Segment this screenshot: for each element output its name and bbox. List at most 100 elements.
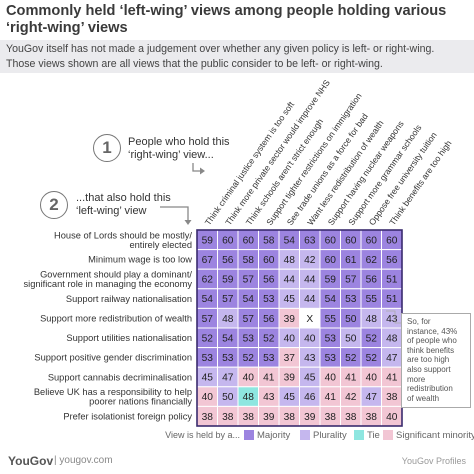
- step-1-arrow: [192, 163, 200, 172]
- footer: YouGov | yougov.com YouGov Profiles: [0, 448, 474, 474]
- cell-value: 47: [386, 353, 398, 364]
- cell-value: 56: [386, 255, 398, 266]
- note-line: of wealth: [407, 393, 440, 403]
- row-label: entirely elected: [129, 240, 192, 250]
- chart-title: Commonly held ‘left-wing’ views among pe…: [6, 3, 471, 37]
- cell-value: 57: [243, 275, 255, 286]
- step-2-arrow: [160, 206, 189, 220]
- legend-item-plurality: Plurality: [300, 428, 347, 442]
- cell-value: 52: [202, 333, 214, 344]
- cell-value: 52: [243, 353, 255, 364]
- cell-value: 57: [222, 294, 234, 305]
- cell-value: 40: [325, 373, 337, 384]
- step-2-text: ...that also hold this ‘left-wing’ view: [76, 192, 171, 218]
- legend-swatch-majority: [244, 430, 254, 440]
- note-line: instance, 43%: [407, 326, 458, 336]
- cell-value: 48: [284, 255, 296, 266]
- cell-value: 52: [263, 333, 275, 344]
- cell-value: 43: [304, 353, 316, 364]
- step-1-arrowhead-icon: [200, 167, 205, 175]
- cell-value: 40: [386, 412, 398, 423]
- cell-value: 38: [222, 412, 234, 423]
- note-line: also support: [407, 364, 451, 374]
- cell-value: 57: [345, 275, 357, 286]
- step-1-text: People who hold this ‘right-wing’ view..…: [128, 136, 230, 162]
- row-label: Support cannabis decriminalisation: [48, 372, 192, 382]
- footer-link[interactable]: | yougov.com: [54, 455, 113, 466]
- cell-value: 53: [325, 353, 337, 364]
- cell-value: 40: [202, 392, 214, 403]
- cell-value: 38: [345, 412, 357, 423]
- note-line: of people who: [407, 336, 457, 346]
- cell-value: 43: [386, 314, 398, 325]
- cell-value: 54: [222, 333, 234, 344]
- cell-value: 52: [366, 353, 378, 364]
- legend: View is held by a... Majority Plurality …: [165, 428, 474, 442]
- cell-value: 53: [263, 294, 275, 305]
- cell-value: 60: [243, 235, 255, 246]
- row-label: Support railway nationalisation: [66, 294, 192, 304]
- cell-value: 54: [243, 294, 255, 305]
- footer-source: YouGov Profiles: [401, 456, 466, 466]
- cell-value: 51: [386, 294, 398, 305]
- cell-value: 48: [386, 333, 398, 344]
- row-label: Prefer isolationist foreign policy: [63, 412, 192, 422]
- cell-value: 47: [222, 373, 234, 384]
- cell-value: 40: [366, 373, 378, 384]
- cell-value: 45: [284, 294, 296, 305]
- heatmap-cells: 59 60 60 58 54 63 60 60 60 60 67 56 58 60 48 42 60 61 62 56…: [196, 229, 403, 427]
- cell-value: 57: [243, 314, 255, 325]
- cell-value: 60: [366, 235, 378, 246]
- cell-value: 56: [366, 275, 378, 286]
- step-2-arrowhead-icon: [184, 220, 192, 225]
- subtitle-line-2: Those views shown are all views that the…: [6, 57, 383, 70]
- row-label: Government should play a dominant/: [40, 270, 192, 280]
- cell-value: 52: [366, 333, 378, 344]
- subtitle-line-1: YouGov itself has not made a judgement o…: [6, 43, 435, 55]
- cell-value: 60: [345, 235, 357, 246]
- yougov-logo: YouGov: [8, 454, 54, 468]
- cell-value: 41: [325, 392, 337, 403]
- cell-value: 42: [345, 392, 357, 403]
- cell-value: 40: [304, 333, 316, 344]
- cell-value: 54: [202, 294, 214, 305]
- legend-label: Significant minority: [396, 429, 474, 441]
- row-label: Support positive gender discrimination: [34, 353, 192, 363]
- step-2-line-2: ‘left-wing’ view: [76, 205, 147, 217]
- cell-value: 39: [263, 412, 275, 423]
- cell-value: 38: [284, 412, 296, 423]
- legend-label: Majority: [257, 429, 291, 441]
- legend-item-significant-minority: Significant minority: [383, 428, 474, 442]
- cell-value: 56: [222, 255, 234, 266]
- note-line: are too high: [407, 355, 450, 365]
- cell-value: X: [306, 314, 313, 325]
- row-label: House of Lords should be mostly/: [54, 230, 192, 240]
- cell-value: 62: [366, 255, 378, 266]
- cell-value: 48: [222, 314, 234, 325]
- row-label: Support utilities nationalisation: [66, 333, 192, 343]
- cell-value: 60: [325, 255, 337, 266]
- title-line-1: Commonly held ‘left-wing’ views among pe…: [6, 3, 447, 19]
- row-label: Believe UK has a responsibility to help: [34, 387, 192, 397]
- cell-value: 39: [284, 314, 296, 325]
- legend-swatch-tie: [354, 430, 364, 440]
- step-1-badge: 1: [93, 134, 121, 162]
- chart-subtitle: YouGov itself has not made a judgement o…: [0, 40, 474, 73]
- cell-value: 60: [386, 235, 398, 246]
- cell-value: 56: [263, 314, 275, 325]
- cell-value: 53: [325, 333, 337, 344]
- cell-value: 45: [202, 373, 214, 384]
- row-labels: House of Lords should be mostly/entirely…: [24, 230, 193, 421]
- cell-value: 53: [202, 353, 214, 364]
- title-line-2: ‘right-wing’ views: [6, 20, 128, 36]
- row-label: Support more redistribution of wealth: [40, 314, 192, 324]
- cell-value: 39: [284, 373, 296, 384]
- cell-value: 43: [263, 392, 275, 403]
- cell-value: 53: [345, 294, 357, 305]
- cell-value: 38: [386, 392, 398, 403]
- step-1-line-2: ‘right-wing’ view...: [128, 149, 214, 161]
- row-label: significant role in managing the economy: [24, 279, 193, 289]
- cell-value: 53: [222, 353, 234, 364]
- cell-value: 67: [202, 255, 214, 266]
